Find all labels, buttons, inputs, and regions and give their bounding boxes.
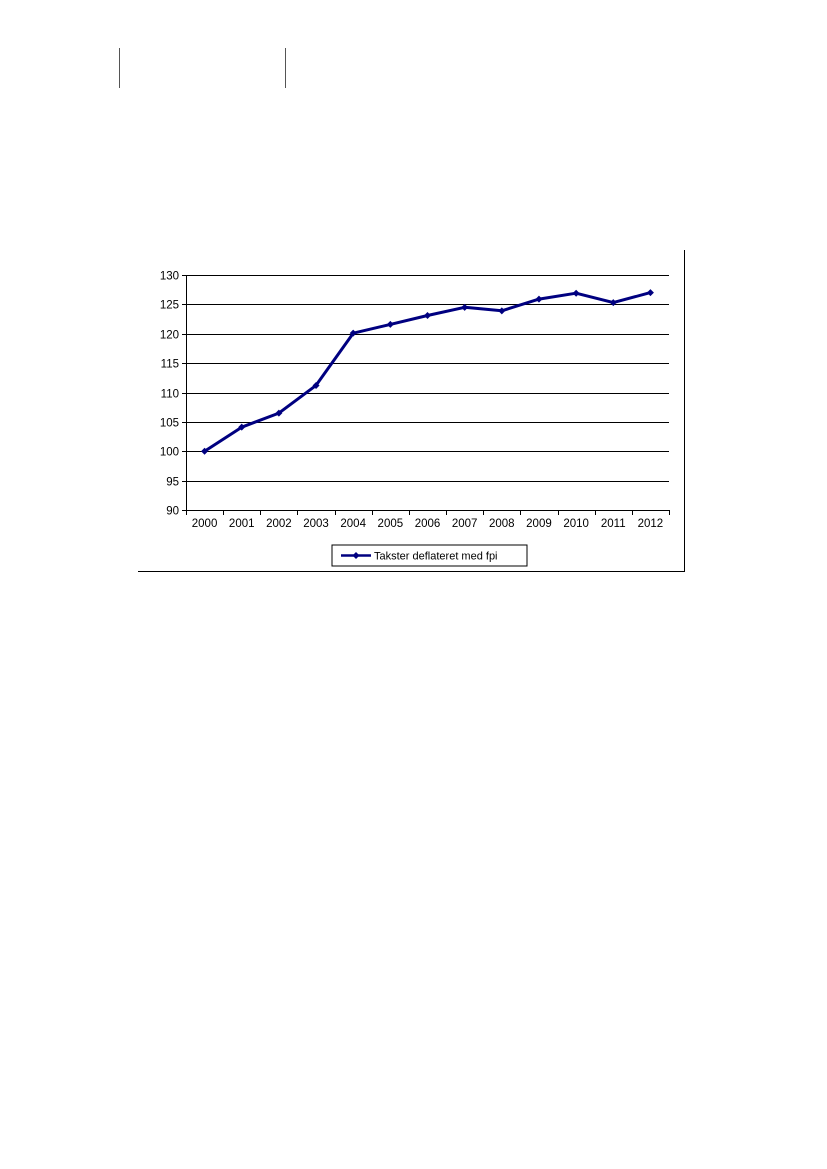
header-divider-left (119, 48, 120, 88)
data-point (386, 320, 394, 328)
x-tick-label: 2009 (526, 518, 552, 530)
x-tick-label: 2012 (638, 518, 664, 530)
header-divider-right (285, 48, 286, 88)
data-point (572, 289, 580, 297)
y-axis-ticks: 90 95 100 105 110 115 120 125 130 (160, 271, 186, 518)
legend-box (331, 544, 528, 567)
y-tick-label: 90 (166, 506, 179, 518)
x-axis-ticks: 2000 2001 2002 2003 2004 2005 2006 2007 2008 2009… (186, 510, 670, 530)
data-point (312, 381, 320, 389)
legend-label: Takster deflateret med fpi (374, 551, 498, 563)
data-point (201, 447, 209, 455)
x-tick-label: 2010 (563, 518, 589, 530)
data-point (609, 299, 617, 307)
x-tick-label: 2001 (229, 518, 255, 530)
data-point (238, 423, 246, 431)
data-point (275, 409, 283, 417)
gridlines (186, 275, 669, 482)
data-point (424, 312, 431, 320)
y-tick-label: 100 (160, 447, 179, 459)
x-tick-label: 2008 (489, 518, 515, 530)
x-tick-label: 2011 (601, 518, 626, 530)
x-tick-label: 2003 (303, 518, 329, 530)
legend: Takster deflateret med fpi (331, 544, 528, 567)
data-point (349, 329, 357, 337)
y-tick-label: 110 (161, 389, 179, 401)
y-tick-label: 120 (160, 330, 179, 342)
y-tick-label: 115 (161, 359, 179, 371)
data-point (498, 307, 506, 315)
series-layer (201, 289, 654, 455)
x-tick-label: 2005 (378, 518, 404, 530)
axes (186, 275, 669, 511)
x-tick-label: 2006 (415, 518, 441, 530)
chart-container: 90 95 100 105 110 115 120 125 130 2000 2001 2002 20… (138, 250, 685, 572)
data-point (461, 303, 469, 311)
y-tick-label: 130 (160, 271, 179, 283)
y-tick-label: 95 (166, 477, 179, 489)
x-tick-label: 2007 (452, 518, 478, 530)
y-tick-label: 105 (160, 418, 179, 430)
data-point (646, 289, 654, 297)
x-tick-label: 2002 (266, 518, 292, 530)
legend-series-marker (352, 552, 360, 559)
x-tick-label: 2000 (192, 518, 218, 530)
data-point (535, 295, 543, 303)
y-tick-label: 125 (160, 300, 179, 312)
x-tick-label: 2004 (340, 518, 366, 530)
